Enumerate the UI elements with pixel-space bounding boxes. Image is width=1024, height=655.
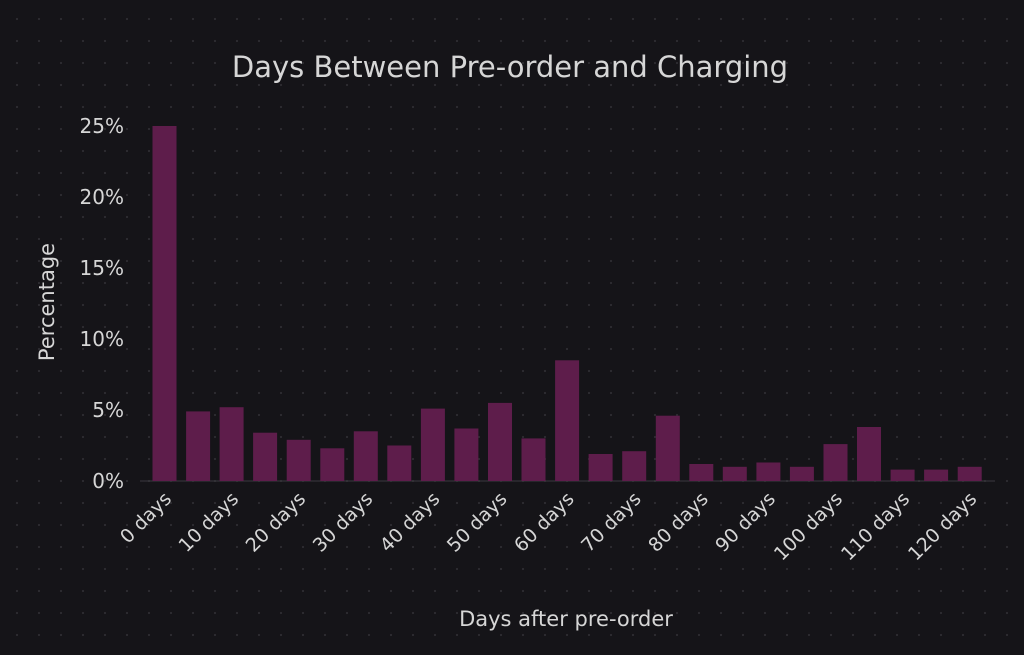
x-tick-label: 110 days xyxy=(837,488,914,565)
bar xyxy=(353,431,378,481)
y-tick-label: 25% xyxy=(80,114,124,138)
x-tick-label: 100 days xyxy=(770,488,847,565)
y-tick-label: 15% xyxy=(80,256,124,280)
bar xyxy=(521,438,546,481)
bar xyxy=(152,126,177,481)
bar xyxy=(655,415,680,481)
bar xyxy=(588,454,613,481)
bar-group xyxy=(152,126,982,481)
x-tick-label: 70 days xyxy=(577,488,646,557)
bar xyxy=(488,402,512,481)
x-tick-label: 90 days xyxy=(711,488,780,557)
bar xyxy=(286,439,311,481)
bar xyxy=(722,466,747,481)
x-axis-label: Days after pre-order xyxy=(459,607,673,631)
x-tick-label: 120 days xyxy=(904,488,981,565)
bar xyxy=(219,407,244,481)
bar xyxy=(454,428,479,481)
bar xyxy=(420,408,445,481)
y-axis-label: Percentage xyxy=(35,243,59,361)
y-tick-label: 0% xyxy=(92,469,124,493)
bar xyxy=(823,444,848,481)
x-tick-label: 0 days xyxy=(116,488,176,548)
bar xyxy=(689,464,714,481)
x-tick-label: 50 days xyxy=(443,488,512,557)
bar xyxy=(890,469,915,481)
y-tick-label: 5% xyxy=(92,398,124,422)
bar xyxy=(924,469,949,481)
x-tick-label: 60 days xyxy=(510,488,579,557)
bar xyxy=(186,411,211,481)
chart-title: Days Between Pre-order and Charging xyxy=(232,50,788,84)
x-tick-label: 20 days xyxy=(242,488,311,557)
y-tick-label: 10% xyxy=(80,327,124,351)
bar xyxy=(857,427,881,481)
bar xyxy=(957,466,982,481)
bar xyxy=(253,432,278,481)
bar xyxy=(387,445,412,481)
y-tick-group: 0% 5% 10% 15% 20% 25% xyxy=(80,114,124,493)
x-tick-label: 30 days xyxy=(309,488,378,557)
y-tick-label: 20% xyxy=(80,185,124,209)
bar xyxy=(555,360,580,481)
x-tick-label: 80 days xyxy=(644,488,713,557)
bar xyxy=(756,462,781,481)
bar xyxy=(622,451,647,481)
bar xyxy=(320,448,345,481)
x-tick-label: 40 days xyxy=(376,488,445,557)
x-tick-label: 10 days xyxy=(174,488,243,557)
bar xyxy=(789,466,814,481)
